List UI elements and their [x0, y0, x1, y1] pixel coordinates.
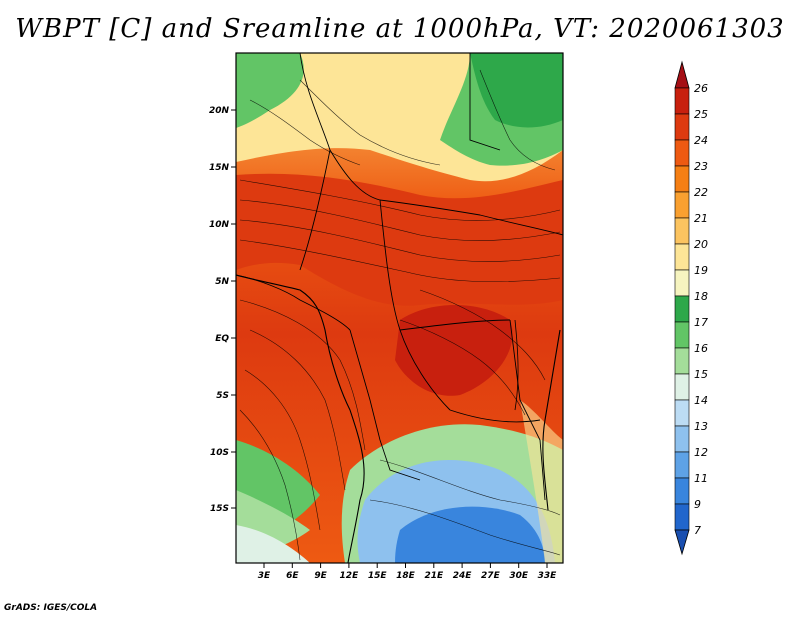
map-figure: 20N 15N 10N 5N EQ 5S 10S 15S 3E 6E 9E 12E 15E 18E 21E… [209, 52, 708, 581]
colorbar-swatch [674, 477, 690, 505]
colorbar-swatch [674, 191, 690, 219]
lon-label: 9E [314, 571, 327, 581]
colorbar-swatch [674, 373, 690, 401]
lon-label: 3E [258, 571, 271, 581]
colorbar-swatch [674, 165, 690, 193]
lon-label: 27E [481, 571, 501, 581]
lat-label: 20N [209, 106, 230, 116]
hot-core [395, 305, 513, 396]
coastline [236, 274, 561, 563]
colorbar-label: 13 [694, 420, 708, 433]
longitude-ticks: 3E 6E 9E 12E 15E 18E 21E 24E 27E 30E 33E [258, 563, 557, 581]
colorbar-label: 20 [694, 238, 708, 251]
colorbar-label: 14 [694, 394, 708, 407]
colorbar-label: 21 [694, 212, 708, 225]
colorbar-label: 7 [694, 524, 701, 537]
lat-label: 10S [210, 448, 229, 458]
map-frame [235, 52, 564, 564]
colorbar-label: 24 [694, 134, 708, 147]
lon-label: 18E [396, 571, 416, 581]
colorbar-bottom-arrow [674, 529, 690, 556]
footer-credit: GrADS: IGES/COLA [4, 603, 98, 613]
colorbar-swatch [674, 503, 690, 531]
lon-label: 24E [453, 571, 473, 581]
colorbar-label: 9 [694, 498, 701, 511]
colorbar-swatch [674, 269, 690, 297]
east-warm-strip [520, 400, 563, 563]
lat-label: 10N [209, 220, 230, 230]
lon-label: 12E [340, 571, 360, 581]
colorbar-swatch [674, 347, 690, 375]
colorbar-swatch [674, 139, 690, 167]
colorbar: 26 25 24 23 22 21 20 19 18 17 16 15 14 13 12 11 9 7 [674, 60, 708, 556]
colorbar-swatch [674, 321, 690, 349]
streamlines [239, 69, 561, 561]
colorbar-top-arrow [674, 60, 690, 89]
colorbar-swatch [674, 399, 690, 427]
lat-label: 15S [210, 504, 229, 514]
colorbar-label: 18 [694, 290, 708, 303]
colorbar-label: 12 [694, 446, 708, 459]
lat-label: 15N [209, 163, 230, 173]
colorbar-label: 23 [694, 160, 708, 173]
lon-label: 15E [368, 571, 388, 581]
north-green-west [236, 53, 304, 128]
south-deep-blue [395, 506, 545, 563]
lat-label: 5N [215, 277, 229, 287]
sw-ocean-cool [236, 525, 310, 563]
colorbar-label: 16 [694, 342, 708, 355]
colorbar-label: 19 [694, 264, 708, 277]
wbpt-field [236, 53, 563, 563]
colorbar-label: 11 [694, 472, 708, 485]
lon-label: 21E [424, 571, 444, 581]
latitude-ticks: 20N 15N 10N 5N EQ 5S 10S 15S [209, 106, 236, 514]
lat-label: EQ [215, 334, 229, 344]
lon-label: 6E [286, 571, 299, 581]
lat-label: 5S [216, 391, 229, 401]
plot-title: WBPT [C] and Sreamline at 1000hPa, VT: 2… [15, 14, 785, 44]
north-light-green [470, 53, 563, 128]
country-borders [236, 53, 563, 501]
colorbar-swatch [674, 451, 690, 479]
colorbar-label: 26 [694, 82, 708, 95]
colorbar-swatch [674, 113, 690, 141]
lon-label: 33E [538, 571, 558, 581]
colorbar-swatch [674, 87, 690, 115]
colorbar-swatch [674, 425, 690, 453]
colorbar-label: 25 [694, 108, 708, 121]
colorbar-swatch [674, 243, 690, 271]
colorbar-label: 15 [694, 368, 708, 381]
colorbar-swatch [674, 217, 690, 245]
colorbar-label: 22 [694, 186, 708, 199]
lon-label: 30E [509, 571, 529, 581]
colorbar-swatch [674, 295, 690, 323]
colorbar-label: 17 [694, 316, 708, 329]
